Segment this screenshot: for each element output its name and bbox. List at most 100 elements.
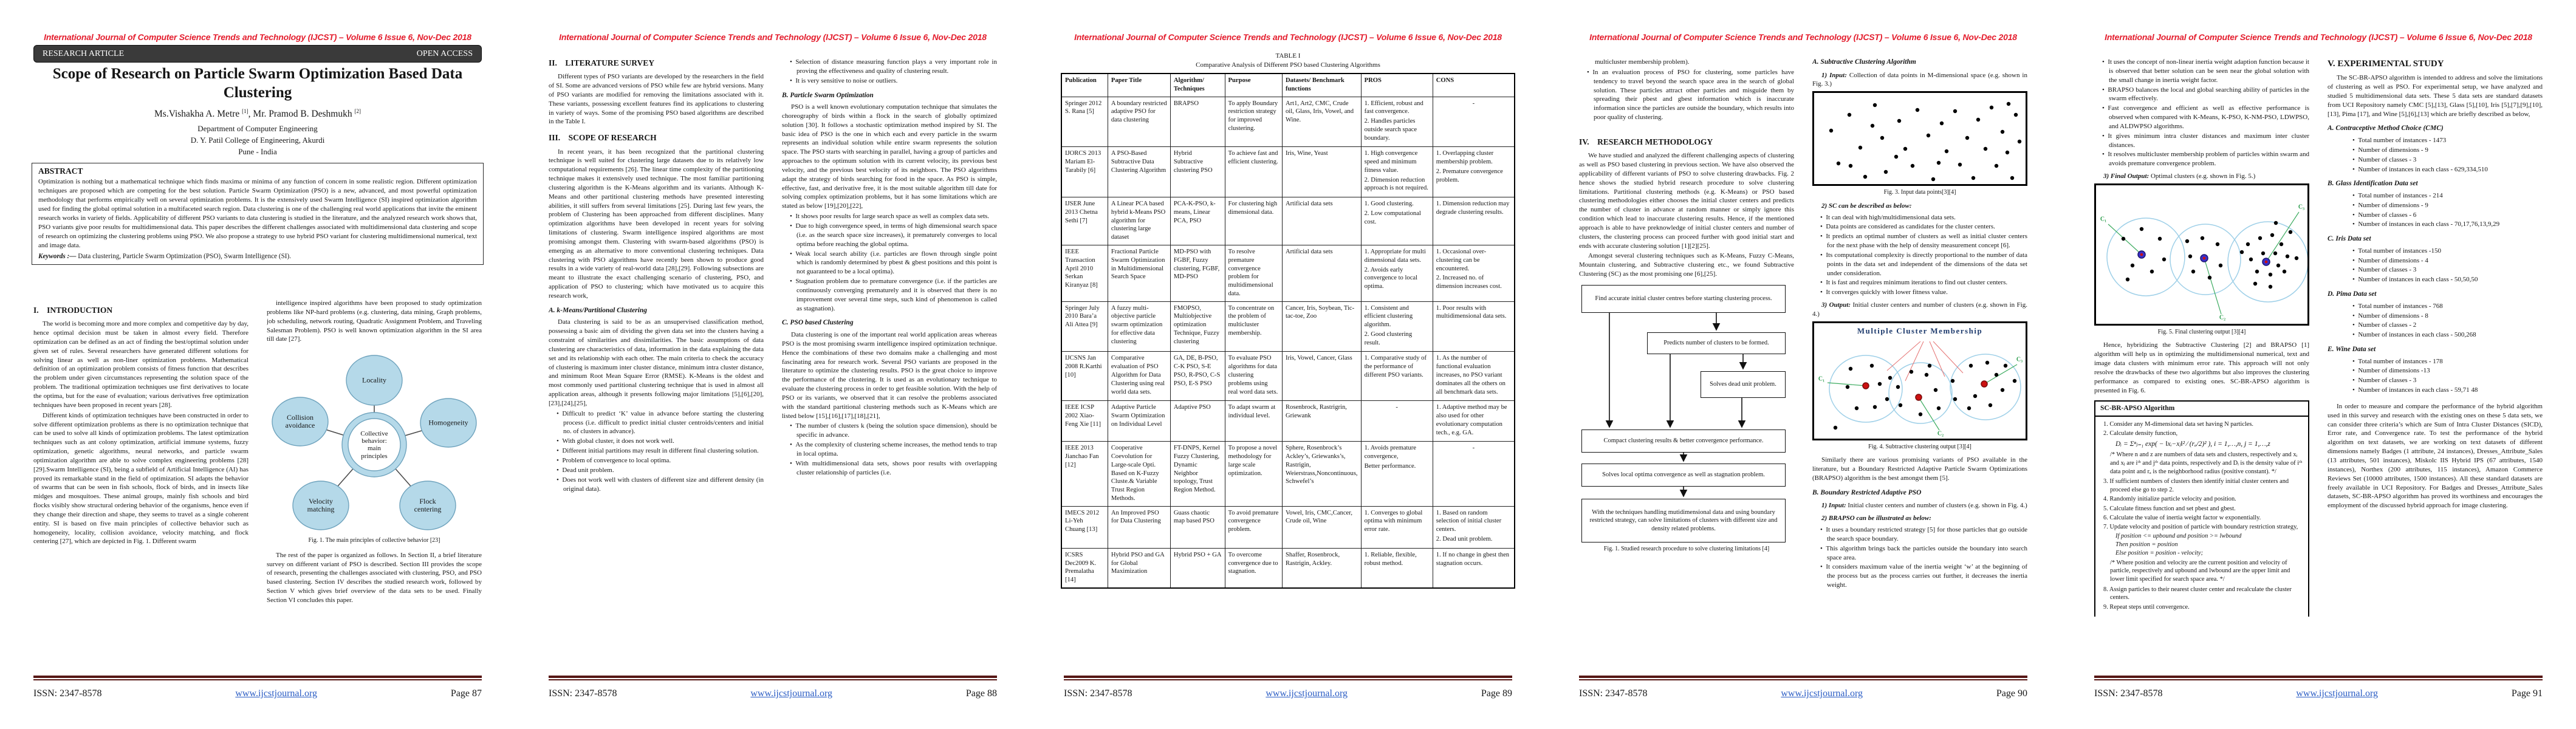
algorithm-title: SC-BR-APSO Algorithm: [2095, 402, 2308, 417]
table-row: Springer 2012 S. Rana [5] A boundary rest…: [1061, 96, 1515, 148]
table-cell: 1. Efficient, robust and fast convergenc…: [1360, 96, 1433, 148]
data-point-dot: [1985, 360, 1990, 365]
paragraph: Hence, hybridizing the Subtractive Clust…: [2094, 341, 2309, 394]
data-point-dot: [1847, 113, 1852, 117]
table-cell: To avoid premature convergence problem.: [1224, 505, 1283, 549]
table-header-cell: Algorithm/ Techniques: [1170, 73, 1225, 97]
data-point-dot: [1888, 375, 1893, 380]
p1-right-column: intelligence inspired algorithms have be…: [267, 299, 482, 616]
data-point-dot: [1833, 425, 1838, 430]
footer-rule-thin: [33, 679, 482, 680]
dataset-stat: Total number of instances - 178: [2349, 357, 2543, 366]
data-point-dot: [1877, 382, 1882, 386]
data-point-dot: [2162, 257, 2167, 262]
data-point-dot: [1967, 406, 1971, 411]
data-point-dot: [1953, 397, 1958, 402]
algorithm-comment-2: /* Where position and velocity are the c…: [2110, 559, 2290, 583]
section-heading-research-methodology: IV. RESEARCH METHODOLOGY: [1579, 137, 1713, 146]
footer-journal-link[interactable]: www.ijcstjournal.org: [235, 688, 317, 699]
page-87: International Journal of Computer Scienc…: [0, 0, 515, 729]
dataset-heading: A. Contraceptive Method Choice (CMC): [2328, 125, 2444, 132]
data-point-dot: [1971, 176, 1976, 180]
input-label: 1) Input:: [1821, 71, 1847, 79]
table-cell: IEEE Transaction April 2010 Serkan Kiran…: [1061, 245, 1108, 302]
algorithm-steps-b: 3. If sufficient numbers of clusters the…: [2101, 477, 2303, 531]
table-cell: Cooperative Coevolution for Large-scale …: [1107, 441, 1171, 507]
data-point-dot: [1909, 369, 1914, 374]
flow-box-5: Solves local optima convergence as well …: [1581, 463, 1786, 487]
author-2-sup: [2]: [354, 108, 361, 114]
data-point-dot: [2253, 281, 2258, 286]
brapso-illustrated-line: 2) BRAPSO can be illustrated as below:: [1812, 514, 2027, 523]
data-point-dot: [1958, 163, 1962, 167]
table-cell: IEEE 2013 Jianchao Fan [12]: [1061, 441, 1108, 507]
data-point-dot: [1973, 394, 1978, 399]
dataset-stat: Number of instances in each class - 629,…: [2349, 165, 2543, 174]
list-item: With global cluster, it does not work we…: [553, 437, 764, 446]
paragraph: PSO is a well known evolutionary computa…: [782, 103, 997, 210]
list-item: 4. Randomly initialize particle velocity…: [2103, 496, 2236, 503]
dataset-stats-list: Total number of instances - 178 Number of…: [2328, 357, 2543, 395]
footer-journal-link[interactable]: www.ijcstjournal.org: [2296, 688, 2378, 699]
table-cell: Fractional Particle Swarm Optimization i…: [1107, 245, 1171, 302]
dataset-stat: Total number of instances - 214: [2349, 191, 2543, 200]
figure-1-diagram: [272, 355, 477, 530]
table-cell: -: [1432, 96, 1515, 148]
data-point-dot: [1883, 170, 1888, 174]
table-cell: To evaluate PSO algorithms for data clus…: [1224, 351, 1283, 402]
table-cell: Hybrid PSO + GA: [1170, 547, 1225, 589]
algorithm-steps-a: 1. Consider any M-dimensional data set h…: [2101, 420, 2303, 438]
table-cell: To propose a novel methodology for large…: [1224, 441, 1283, 507]
data-point-dot: [2125, 277, 2130, 282]
data-point-dot: [2200, 236, 2205, 241]
footer-rule-thin: [1579, 679, 2027, 680]
dataset-heading: D. Pima Data set: [2328, 290, 2377, 298]
table-cell: IJSER June 2013 Chetna Sethi [7]: [1061, 197, 1108, 246]
table-cell: A PSO-Based Subtractive Data Clustering …: [1107, 146, 1171, 198]
table-header-cell: Datasets/ Benchmark functions: [1281, 73, 1362, 97]
flow-box-2: Predicts number of clusters to be formed…: [1647, 332, 1786, 354]
table-row: ICSRS Dec2009 K. Premalatha [14] Hybrid P…: [1061, 547, 1515, 589]
data-point-dot: [2276, 263, 2281, 268]
data-point-dot: [1936, 406, 1941, 411]
journal-header: International Journal of Computer Scienc…: [1074, 32, 1502, 42]
subsection-kmeans: A. k-Means/Partitional Clustering: [549, 306, 647, 314]
article-type-bar: RESEARCH ARTICLE OPEN ACCESS: [33, 45, 482, 63]
footer-journal-link[interactable]: www.ijcstjournal.org: [1781, 688, 1863, 699]
data-point-dot: [1870, 124, 1875, 128]
table-cell: 1. Occasional over-clustering can be enc…: [1432, 245, 1515, 302]
list-item: 7. Update velocity and position of parti…: [2103, 524, 2298, 531]
data-point-dot: [2000, 388, 2005, 392]
list-item: Weak local search ability (i.e. particle…: [787, 250, 997, 277]
footer-journal-link[interactable]: www.ijcstjournal.org: [1266, 688, 1348, 699]
table-cell: IJCSNS Jan 2008 R.Karthi [10]: [1061, 351, 1108, 402]
cluster-label-c2: C₂: [2219, 314, 2226, 321]
brapso-properties-list: It uses a boundary restricted strategy […: [1812, 525, 2027, 590]
data-point-dot: [1983, 147, 1988, 151]
table-cell: To achieve fast and efficient clustering…: [1224, 146, 1283, 198]
table-cell: Artificial data sets: [1281, 245, 1362, 302]
dataset-stat: Number of classes - 3: [2349, 376, 2543, 385]
affiliation-block: Department of Computer Engineering D. Y.…: [33, 123, 482, 158]
data-point-dot: [1896, 385, 1900, 389]
data-point-dot: [2191, 269, 2196, 274]
figure-5-caption: Fig. 5. Final clustering output [3][4]: [2157, 328, 2246, 335]
data-point-dot: [1994, 164, 1999, 168]
paragraph: The SC-BR-APSO algorithm is intended to …: [2328, 74, 2543, 118]
keywords-text: Data clustering, Particle Swarm Optimiza…: [76, 252, 292, 260]
flow-box-1: Find accurate initial cluster centres be…: [1581, 284, 1786, 313]
input2-label: 1) Input:: [1821, 502, 1846, 510]
paragraph: Amongst several clustering techniques su…: [1579, 252, 1794, 278]
sc-described-line: 2) SC can be described as below:: [1812, 202, 2027, 211]
data-point-dot: [1988, 403, 1993, 408]
abstract-text: Optimization is nothing but a mathematic…: [38, 178, 477, 250]
table-cell: 1. Comparative study of the performance …: [1360, 351, 1433, 402]
data-point-dot: [2139, 227, 2144, 231]
table-cell: Comparative evaluation of PSO Algorithm …: [1107, 351, 1171, 402]
bullet-continuation: multicluster membership problem).: [1595, 58, 1690, 66]
list-item: Dead unit problem.: [553, 466, 764, 475]
list-item: 5. Calculate fitness function and set pb…: [2103, 505, 2236, 512]
footer-journal-link[interactable]: www.ijcstjournal.org: [750, 688, 832, 699]
table-cell: To resolve premature convergence problem…: [1224, 245, 1283, 302]
footer-issn: ISSN: 2347-8578: [549, 688, 617, 699]
